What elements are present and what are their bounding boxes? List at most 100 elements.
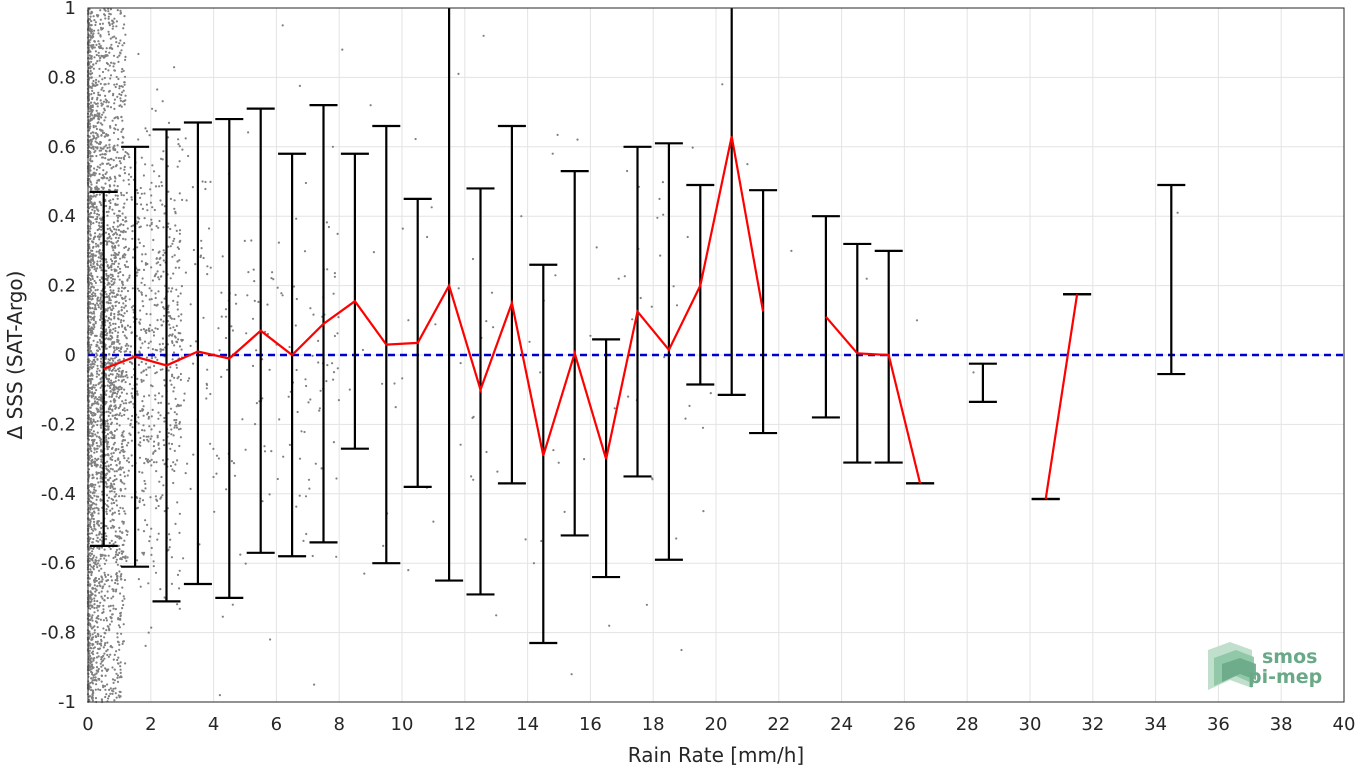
scatter-point (114, 85, 117, 89)
scatter-point (372, 251, 375, 254)
scatter-point (157, 417, 160, 420)
scatter-point (113, 315, 116, 318)
scatter-point (92, 412, 95, 415)
scatter-point (107, 361, 110, 364)
scatter-point (173, 376, 176, 379)
x-tick-label: 6 (271, 714, 282, 735)
scatter-point (123, 264, 126, 267)
scatter-point (123, 15, 126, 18)
scatter-point (119, 530, 122, 533)
scatter-point (135, 507, 139, 510)
scatter-point (99, 378, 102, 381)
scatter-point (112, 254, 115, 257)
scatter-point (97, 346, 100, 349)
scatter-point (137, 363, 140, 366)
scatter-point (180, 348, 183, 351)
scatter-point (124, 230, 127, 233)
scatter-point (235, 302, 238, 305)
scatter-point (119, 480, 122, 483)
scatter-point (144, 457, 148, 460)
scatter-point (97, 80, 100, 83)
scatter-point (157, 401, 160, 405)
scatter-point (106, 105, 109, 108)
scatter-point (125, 370, 128, 374)
scatter-point (157, 411, 160, 414)
scatter-point (161, 203, 164, 206)
scatter-point (179, 436, 182, 439)
scatter-point (159, 401, 163, 404)
scatter-point (110, 61, 113, 64)
scatter-point (91, 614, 94, 617)
scatter-point (106, 378, 109, 381)
scatter-point (91, 697, 94, 700)
scatter-point (117, 317, 120, 320)
scatter-point (118, 267, 122, 270)
scatter-point (112, 359, 115, 362)
scatter-point (96, 585, 99, 588)
scatter-point (95, 539, 98, 542)
scatter-point (159, 350, 162, 353)
scatter-point (92, 63, 95, 66)
scatter-point (117, 290, 120, 293)
scatter-point (94, 697, 98, 700)
scatter-point (146, 209, 149, 212)
scatter-point (124, 328, 127, 331)
x-tick-label: 4 (208, 714, 219, 735)
scatter-point (292, 285, 296, 288)
scatter-point (91, 34, 94, 37)
scatter-point (91, 96, 94, 99)
scatter-point (121, 286, 124, 289)
scatter-point (98, 569, 101, 572)
scatter-point (183, 392, 186, 395)
scatter-point (124, 150, 127, 154)
scatter-point (96, 288, 99, 291)
scatter-point (118, 85, 121, 88)
scatter-point (106, 177, 109, 180)
scatter-point (304, 378, 307, 381)
scatter-point (313, 683, 316, 686)
scatter-point (162, 249, 165, 252)
scatter-point (95, 616, 99, 619)
scatter-point (126, 324, 129, 327)
scatter-point (90, 367, 93, 370)
scatter-point (114, 203, 118, 206)
scatter-point (112, 65, 115, 68)
scatter-point (303, 430, 306, 434)
scatter-point (138, 500, 141, 503)
scatter-point (125, 342, 128, 346)
scatter-point (109, 692, 112, 695)
scatter-point (96, 354, 99, 357)
scatter-point (111, 666, 114, 669)
scatter-point (115, 25, 118, 28)
scatter-point (114, 608, 117, 611)
scatter-point (99, 296, 102, 299)
scatter-point (111, 368, 114, 371)
scatter-point (92, 653, 95, 656)
scatter-point (303, 250, 307, 253)
scatter-point (178, 259, 181, 262)
scatter-point (97, 647, 100, 650)
scatter-point (123, 287, 126, 290)
scatter-point (401, 227, 404, 230)
scatter-point (99, 480, 102, 483)
scatter-point (109, 126, 112, 129)
scatter-point (107, 210, 110, 213)
scatter-point (178, 587, 181, 590)
scatter-point (123, 165, 126, 169)
scatter-point (96, 367, 99, 370)
scatter-point (106, 384, 109, 387)
scatter-point (116, 216, 120, 219)
scatter-point (94, 188, 97, 191)
scatter-point (113, 436, 116, 440)
scatter-point (97, 688, 100, 691)
scatter-point (93, 29, 96, 32)
scatter-point (107, 627, 111, 630)
scatter-point (88, 368, 91, 371)
scatter-point (119, 618, 122, 621)
scatter-point (103, 548, 106, 551)
scatter-point (94, 132, 98, 135)
scatter-point (124, 94, 127, 97)
scatter-point (89, 417, 93, 420)
scatter-point (90, 663, 93, 666)
scatter-point (107, 407, 110, 411)
